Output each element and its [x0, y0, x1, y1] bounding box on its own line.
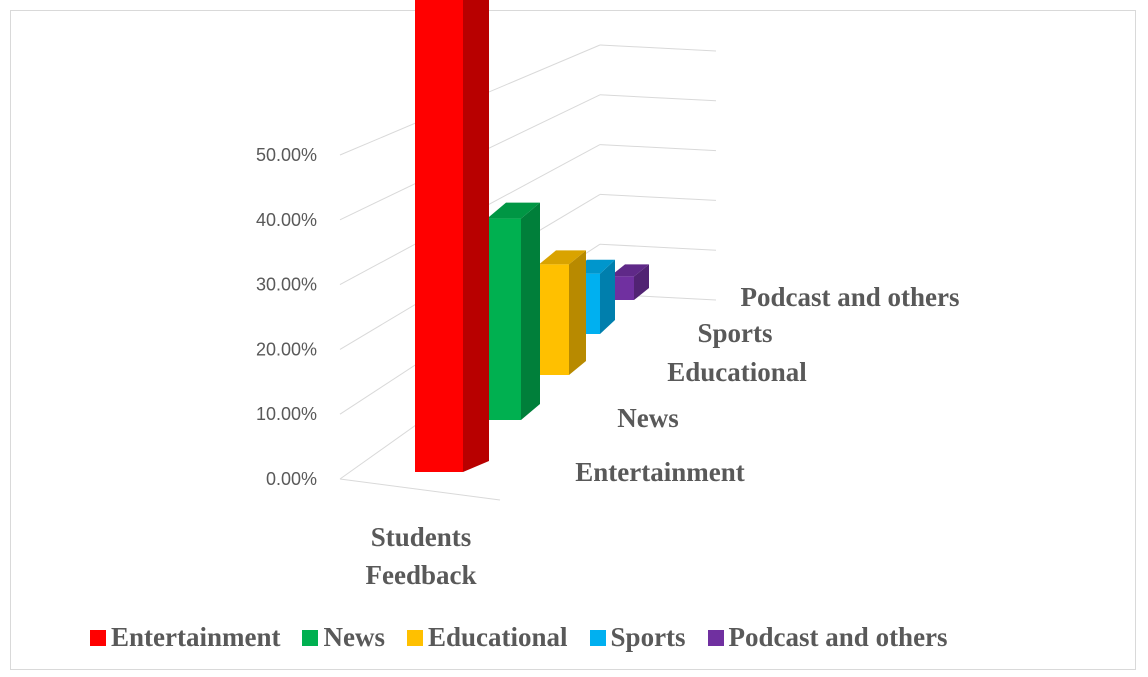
bar-side — [521, 202, 540, 420]
bar-side — [634, 264, 649, 300]
legend-swatch — [406, 629, 423, 646]
bar-top — [487, 202, 540, 219]
legend-label: Sports — [610, 622, 686, 652]
legend-swatch — [302, 629, 319, 646]
depth-axis-label: News — [617, 403, 679, 433]
depth-axis-label: Entertainment — [575, 457, 744, 487]
gridline-back — [599, 94, 717, 102]
legend-item: Entertainment — [90, 622, 280, 653]
x-category-label: Feedback — [366, 560, 477, 590]
gridline-back — [599, 44, 717, 52]
depth-axis-label: Sports — [697, 318, 772, 348]
legend-swatch — [589, 629, 606, 646]
bar-news — [487, 218, 521, 420]
y-tick-label: 50.00% — [256, 145, 317, 165]
y-tick-label: 40.00% — [256, 210, 317, 230]
gridline-back — [599, 193, 717, 201]
legend-label: Podcast and others — [728, 622, 948, 652]
depth-axis-label: Educational — [667, 357, 807, 387]
y-tick-label: 10.00% — [256, 404, 317, 424]
legend-swatch — [707, 629, 724, 646]
legend-item: Sports — [589, 622, 686, 653]
legend-label: News — [323, 622, 385, 652]
legend-item: Educational — [406, 622, 568, 653]
bar-educational — [539, 264, 569, 375]
gridline-back — [599, 243, 717, 251]
legend-swatch — [90, 629, 106, 646]
y-tick-label: 30.00% — [256, 275, 317, 295]
x-category-label: Students — [371, 522, 472, 552]
legend-item: News — [302, 622, 385, 653]
y-tick-label: 0.00% — [266, 469, 317, 489]
bar-entertainment — [415, 0, 463, 473]
legend-item: Podcast and others — [707, 622, 948, 653]
bar-side — [600, 259, 615, 334]
bar-podcast-and-others — [610, 276, 634, 300]
floor-edge — [339, 478, 501, 501]
bar-side — [569, 250, 586, 375]
legend: Entertainment News Educational Sports Podcas… — [90, 622, 970, 653]
depth-axis-label: Podcast and others — [740, 282, 959, 312]
gridline-back — [599, 144, 717, 152]
bar-top — [610, 264, 649, 277]
legend-label: Educational — [427, 622, 568, 652]
legend-label: Entertainment — [111, 622, 281, 652]
y-tick-label: 20.00% — [256, 339, 317, 359]
bar-top — [539, 250, 586, 265]
bar-side — [463, 0, 489, 472]
